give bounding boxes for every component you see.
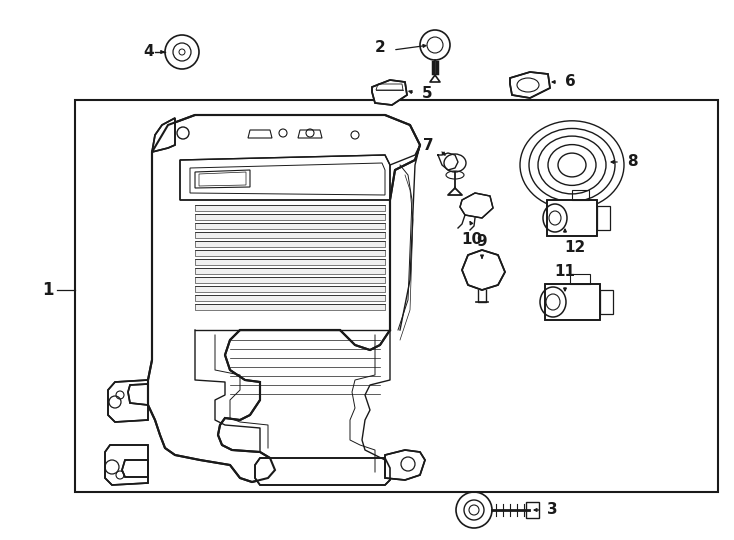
Text: 12: 12 [564,240,586,255]
Polygon shape [195,259,385,265]
Polygon shape [460,193,493,218]
Polygon shape [547,200,597,236]
Text: 11: 11 [554,265,575,280]
Polygon shape [195,304,385,310]
Polygon shape [108,380,148,422]
Text: 6: 6 [564,75,575,90]
Polygon shape [195,286,385,292]
Polygon shape [180,155,390,200]
Polygon shape [195,214,385,220]
Polygon shape [195,232,385,238]
Polygon shape [385,450,425,480]
Polygon shape [148,115,420,482]
Polygon shape [195,268,385,274]
Text: 9: 9 [476,234,487,249]
Polygon shape [195,241,385,247]
Polygon shape [195,295,385,301]
Text: 8: 8 [627,154,637,170]
Polygon shape [510,72,550,98]
Polygon shape [195,205,385,211]
Text: 7: 7 [423,138,433,152]
Polygon shape [195,223,385,229]
Polygon shape [545,284,600,320]
Text: 3: 3 [547,503,557,517]
Polygon shape [255,458,390,485]
Text: 4: 4 [144,44,154,59]
Polygon shape [195,250,385,256]
Text: 1: 1 [43,281,54,299]
Polygon shape [195,277,385,283]
Polygon shape [372,80,407,105]
Text: 2: 2 [374,39,385,55]
Polygon shape [152,118,175,152]
Circle shape [179,49,185,55]
Polygon shape [462,250,505,290]
Text: 5: 5 [422,85,432,100]
Text: 10: 10 [462,233,482,247]
Polygon shape [105,445,148,485]
